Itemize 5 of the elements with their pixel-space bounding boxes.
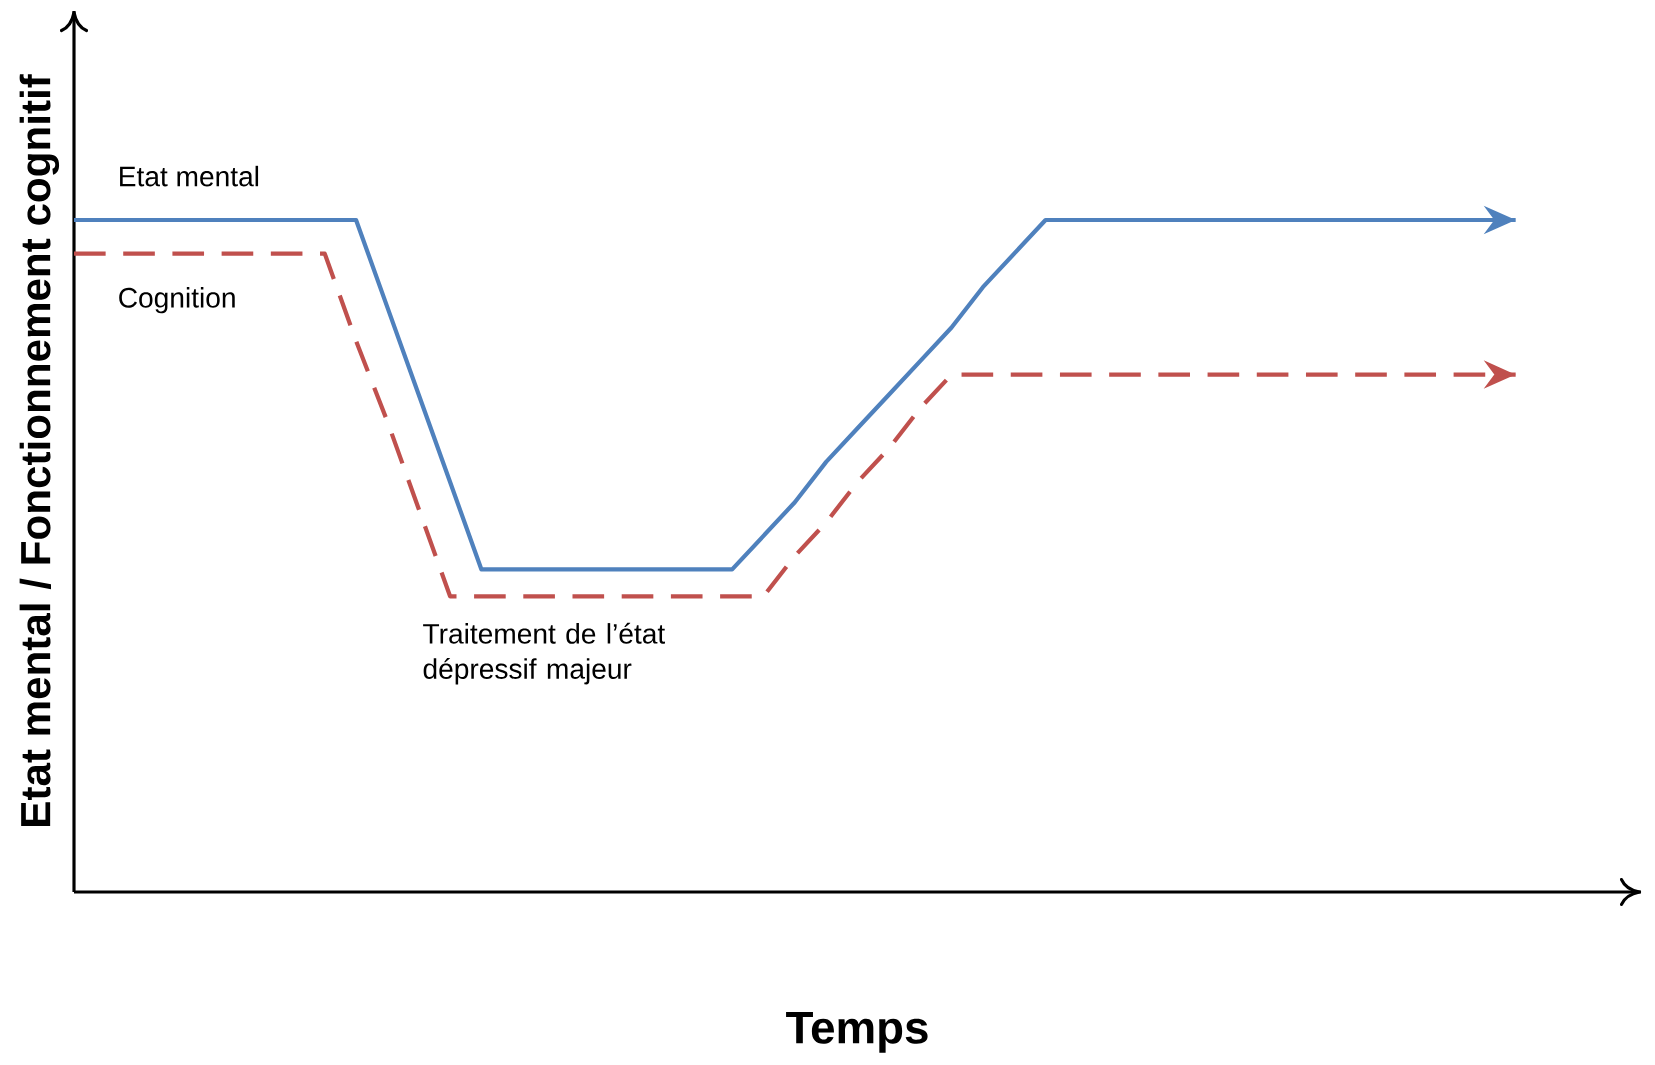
y-axis-title: Etat mental / Fonctionnement cognitif	[19, 74, 60, 827]
annotation: Traitement de l’état dépressif majeur	[423, 622, 665, 685]
series-label: Etat mental	[120, 166, 259, 187]
series-label: Cognition	[119, 287, 235, 314]
x-axis-title: Temps	[786, 1012, 928, 1054]
